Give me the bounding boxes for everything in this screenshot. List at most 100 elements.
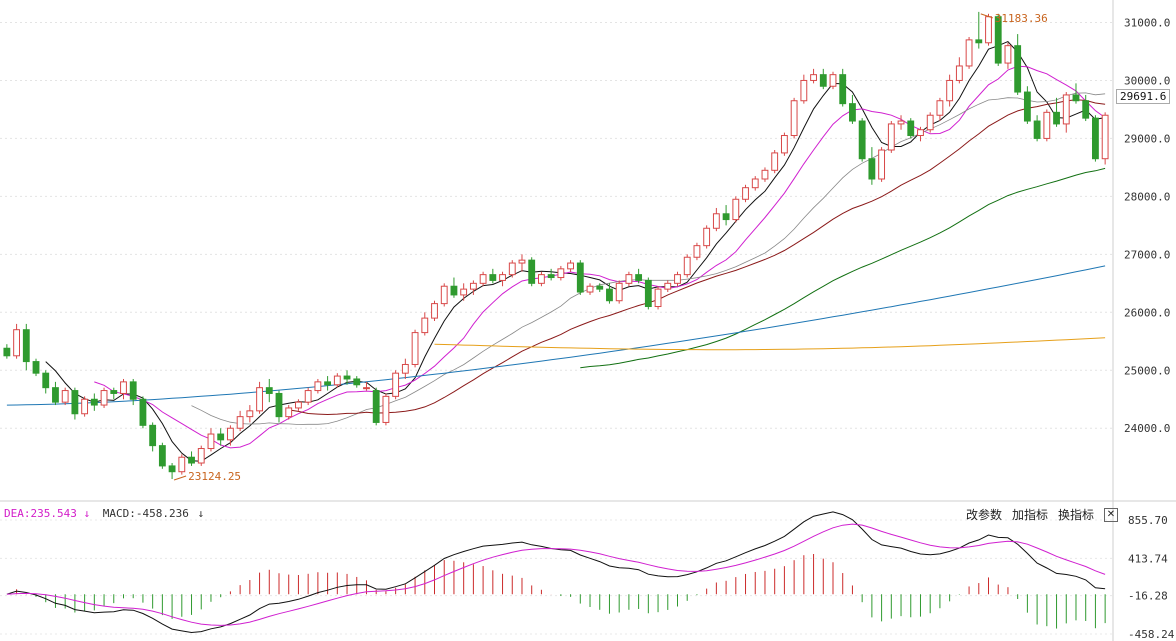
high-annotation: 31183.36 (995, 12, 1048, 25)
low-annotation: 23124.25 (188, 470, 241, 483)
candle-body (401, 363, 409, 374)
candle-body (275, 392, 283, 418)
candle-body (392, 372, 400, 397)
candle-body (479, 274, 487, 284)
ma5-line (45, 41, 1106, 462)
candle-body (780, 135, 788, 154)
candle-body (994, 16, 1002, 64)
candle-body (674, 274, 681, 284)
candle-body (1023, 91, 1031, 122)
candle-body (256, 387, 263, 412)
candle-body (1082, 100, 1090, 119)
ma250-line (434, 337, 1106, 351)
price-tick-label: 31000.0 (1124, 16, 1170, 29)
candle-body (236, 416, 244, 429)
candle-body (197, 448, 205, 464)
candle-body (790, 100, 798, 137)
change-params-button[interactable]: 改参数 (965, 508, 1002, 522)
candle-body (1043, 111, 1051, 139)
candle-body (567, 262, 574, 270)
candle-body (304, 390, 312, 403)
candle-body (324, 381, 332, 386)
candle-body (90, 398, 98, 406)
macd-tick-label: 413.74 (1128, 552, 1168, 565)
macd-tick-label: 855.70 (1128, 514, 1168, 527)
candle-body (431, 303, 438, 319)
candle-body (664, 282, 672, 290)
candle-body (936, 100, 944, 116)
candle-body (635, 274, 643, 281)
close-icon[interactable]: ✕ (1104, 507, 1118, 522)
candle-body (1033, 120, 1041, 139)
macd-value: MACD:-458.236 (102, 507, 189, 520)
candle-body (849, 103, 856, 122)
candle-body (547, 274, 555, 279)
candle-body (81, 398, 89, 415)
macd-legend: DEA:235.543 ↓ MACD:-458.236 ↓ (4, 507, 204, 520)
candle-body (1004, 45, 1012, 64)
candle-body (518, 259, 526, 264)
candle-body (868, 158, 876, 180)
candle-body (819, 74, 827, 87)
candle-body (71, 390, 79, 415)
add-indicator-button[interactable]: 加指标 (1011, 508, 1048, 522)
candle-body (586, 285, 594, 293)
candle-body (742, 187, 749, 200)
candle-body (382, 395, 390, 423)
dea-value: DEA:235.543 (4, 507, 77, 520)
dea-arrow-icon: ↓ (83, 507, 91, 520)
ma20-line (191, 92, 1106, 425)
candle-body (858, 120, 866, 160)
price-tick-label: 28000.0 (1124, 190, 1170, 203)
candle-body (13, 329, 20, 357)
candle-body (489, 274, 497, 281)
candle-body (693, 245, 701, 258)
candle-body (644, 279, 652, 308)
candle-body (761, 169, 769, 180)
candle-body (955, 65, 963, 81)
candle-body (839, 74, 847, 105)
candle-body (907, 120, 915, 137)
candle-body (440, 285, 448, 305)
candle-body (333, 375, 341, 386)
candle-body (683, 256, 691, 276)
candle-body (61, 390, 69, 403)
candle-body (42, 372, 50, 389)
candle-body (129, 381, 137, 400)
macd-tick-label: -458.24 (1128, 628, 1175, 641)
candle-body (810, 74, 817, 81)
candle-body (207, 433, 215, 450)
candle-body (965, 39, 973, 67)
candle-body (168, 465, 176, 473)
candle-body (246, 410, 254, 418)
candle-body (372, 390, 380, 423)
macd-arrow-icon: ↓ (197, 507, 205, 520)
candle-body (285, 407, 293, 418)
candle-body (363, 387, 370, 390)
candle-body (771, 152, 779, 171)
candle-body (596, 285, 604, 290)
switch-indicator-button[interactable]: 换指标 (1057, 508, 1094, 522)
candle-body (110, 390, 118, 394)
candle-body (829, 74, 837, 87)
candle-body (1092, 117, 1099, 160)
candle-body (1014, 45, 1022, 93)
candle-body (22, 329, 30, 363)
candle-body (343, 375, 351, 380)
price-tick-label: 29000.0 (1124, 132, 1170, 145)
candle-body (52, 387, 59, 403)
candle-body (508, 262, 516, 276)
candle-body (217, 433, 225, 441)
ma120-line (6, 265, 1106, 406)
candle-body (411, 332, 419, 365)
candle-body (139, 398, 147, 426)
candle-body (265, 387, 273, 394)
candle-body (1101, 114, 1109, 160)
candle-body (975, 39, 983, 44)
dea-line (6, 523, 1106, 626)
candle-body (654, 288, 662, 308)
candle-body (158, 445, 166, 467)
candle-body (32, 361, 40, 374)
candle-body (149, 424, 157, 447)
